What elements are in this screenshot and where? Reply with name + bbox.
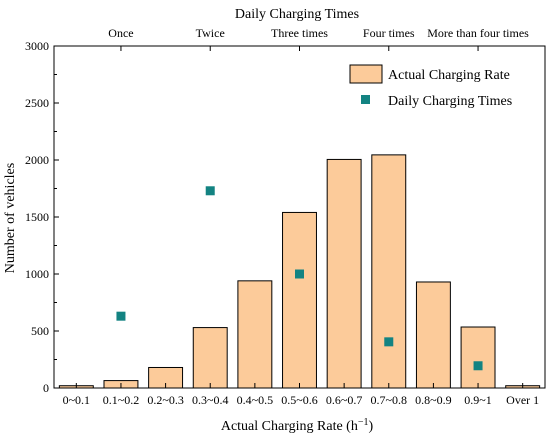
point-0.1~0.2 <box>116 311 126 321</box>
x-axis-title-sup: −1 <box>358 417 369 428</box>
top-tick-label-2: Three times <box>271 26 328 40</box>
point-0.7~0.8 <box>384 337 394 347</box>
y-tick-label-2000: 2000 <box>25 153 49 167</box>
legend: Actual Charging Rate Daily Charging Time… <box>349 64 512 109</box>
bar-0.4~0.5 <box>237 280 273 389</box>
bar-0.3~0.4 <box>192 327 228 389</box>
y-tick-label-2500: 2500 <box>25 96 49 110</box>
x-tick-label-0~0.1: 0~0.1 <box>63 393 91 407</box>
top-tick-label-3: Four times <box>363 26 415 40</box>
y-tick-label-500: 500 <box>31 324 49 338</box>
x-tick-label-0.7~0.8: 0.7~0.8 <box>371 393 408 407</box>
legend-swatch-scatter <box>361 95 370 104</box>
y-tick-label-1000: 1000 <box>25 267 49 281</box>
legend-swatch-bar <box>349 64 383 84</box>
x-tick-label-0.4~0.5: 0.4~0.5 <box>237 393 274 407</box>
y-axis-title: Number of vehicles <box>3 163 18 273</box>
bars-layer <box>58 154 541 389</box>
x-axis-title-main: Actual Charging Rate (h <box>221 419 358 434</box>
point-0.9~1 <box>473 361 483 371</box>
labels-layer: 0 500 1000 1500 2000 2500 3000 0~0.1 0.1~0.2 0.2~… <box>25 26 539 407</box>
x-tick-label-0.6~0.7: 0.6~0.7 <box>326 393 363 407</box>
bar-0.9~1 <box>460 326 496 389</box>
top-tick-label-4: More than four times <box>427 26 529 40</box>
x-tick-label-0.8~0.9: 0.8~0.9 <box>415 393 452 407</box>
legend-label-scatter: Daily Charging Times <box>388 94 512 109</box>
x-tick-label-0.2~0.3: 0.2~0.3 <box>147 393 184 407</box>
bar-0.6~0.7 <box>326 158 362 389</box>
top-tick-label-1: Twice <box>196 26 225 40</box>
x-tick-label-0.3~0.4: 0.3~0.4 <box>192 393 229 407</box>
x-axis-title: Actual Charging Rate (h−1) <box>221 417 374 434</box>
y-tick-label-0: 0 <box>43 381 49 395</box>
x-tick-label-0.5~0.6: 0.5~0.6 <box>281 393 318 407</box>
top-tick-label-0: Once <box>108 26 133 40</box>
x-tick-label-0.9~1: 0.9~1 <box>464 393 492 407</box>
point-0.5~0.6 <box>295 269 304 279</box>
point-0.3~0.4 <box>205 186 215 196</box>
x-tick-label-0.1~0.2: 0.1~0.2 <box>103 393 140 407</box>
x-axis-title-close: ) <box>368 419 373 434</box>
bar-0.8~0.9 <box>415 281 451 389</box>
y-tick-label-3000: 3000 <box>25 39 49 53</box>
points-layer <box>116 186 483 371</box>
bar-0.7~0.8 <box>371 154 407 389</box>
axes-layer <box>53 45 546 389</box>
top-axis-title: Daily Charging Times <box>235 7 359 22</box>
y-tick-label-1500: 1500 <box>25 210 49 224</box>
legend-label-bar: Actual Charging Rate <box>388 68 510 83</box>
bar-0.5~0.6 <box>282 211 317 389</box>
x-tick-label-Over 1: Over 1 <box>506 393 539 407</box>
